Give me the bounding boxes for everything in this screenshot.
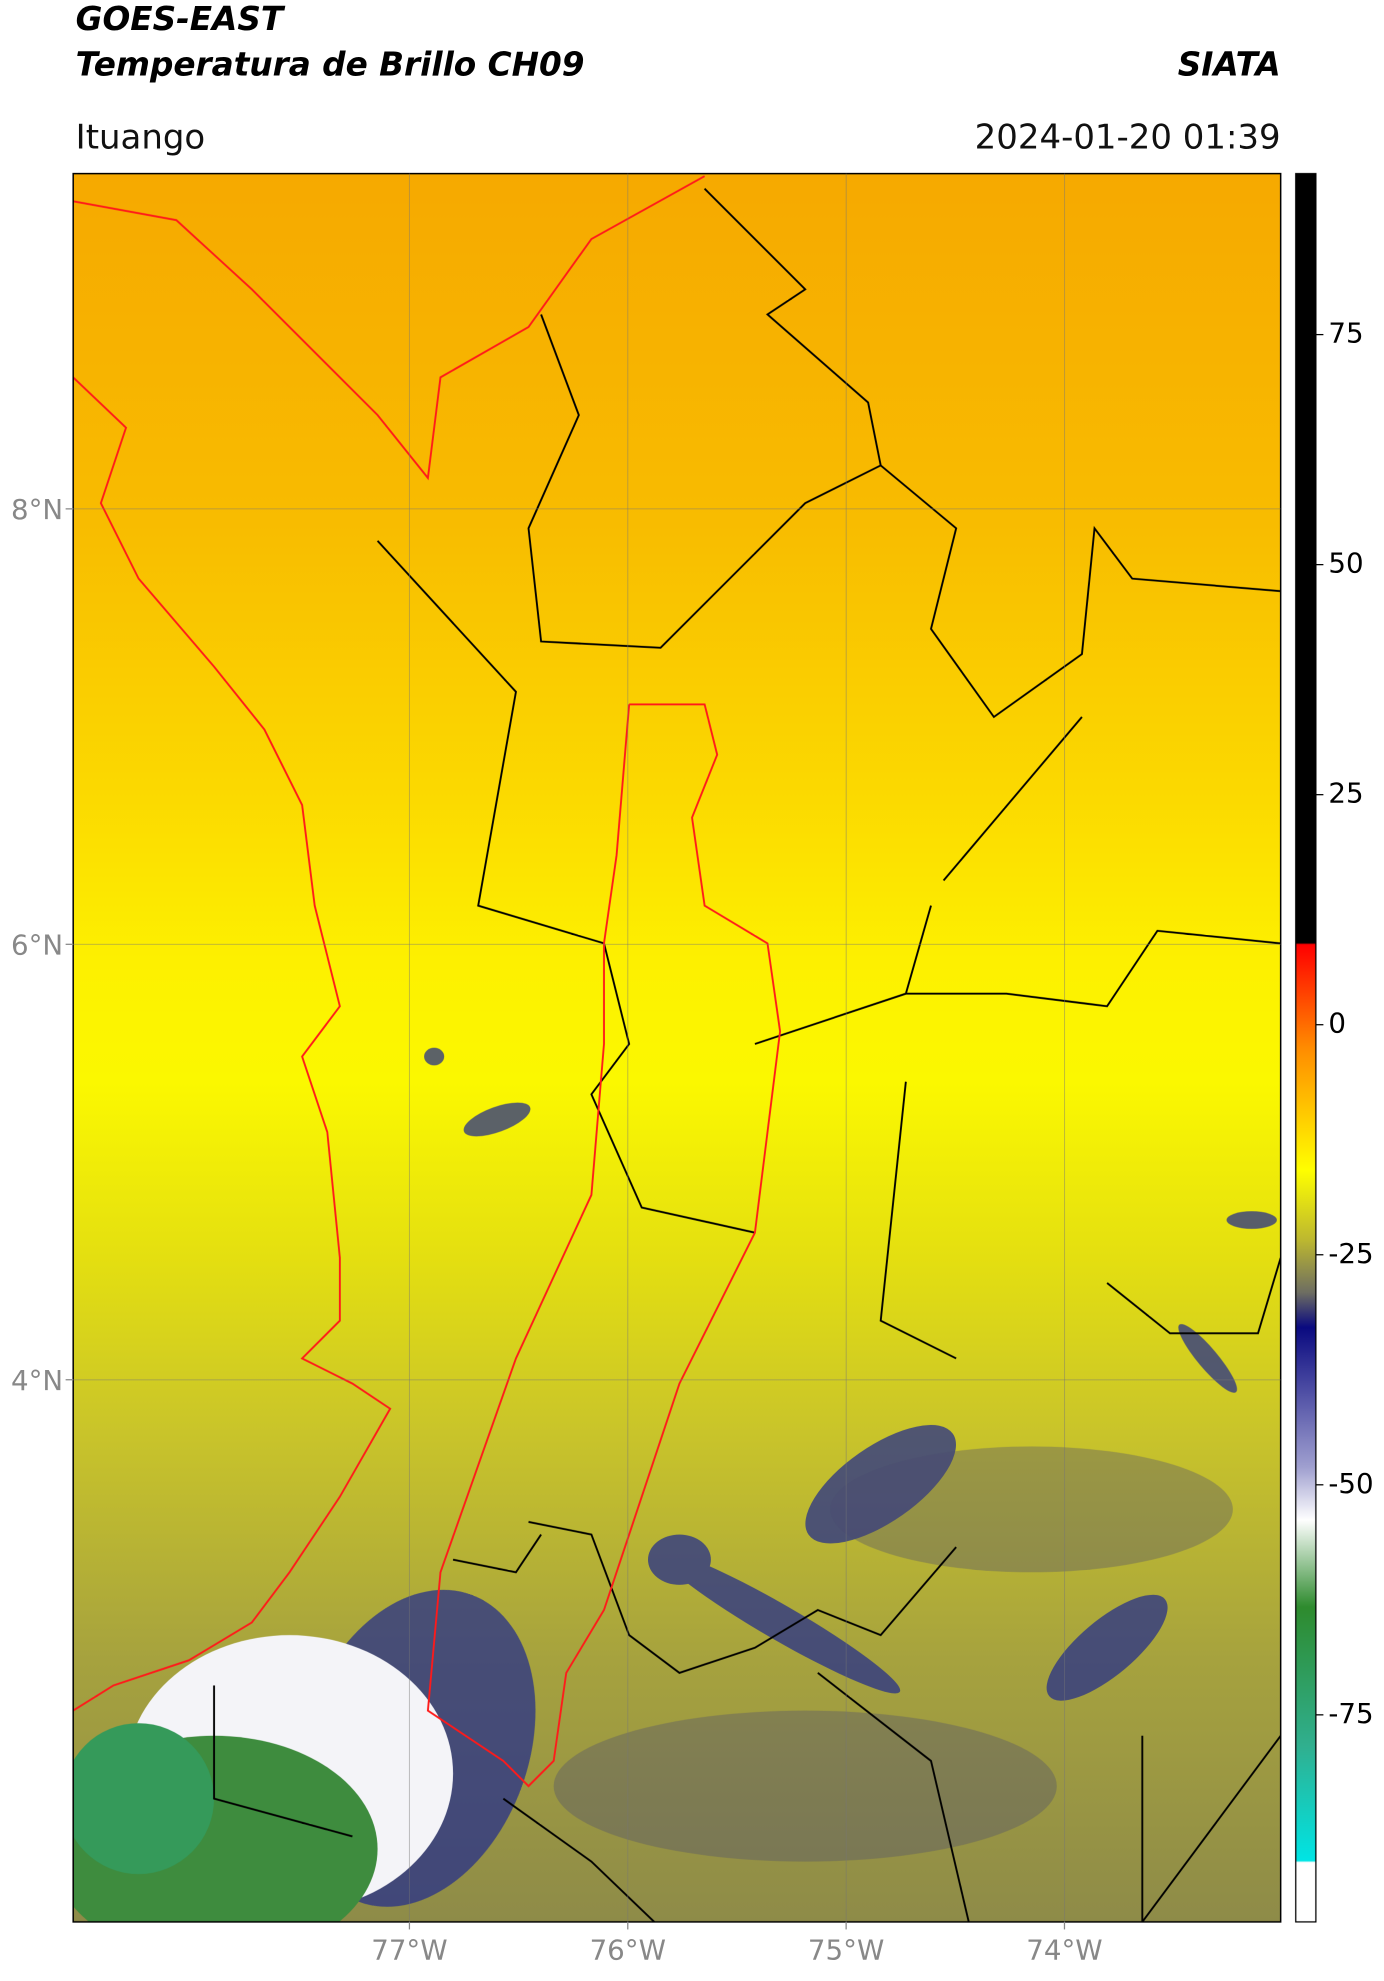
colorbar-tick-label: 50 xyxy=(1328,547,1363,580)
colorbar-tick-label: -50 xyxy=(1328,1467,1373,1500)
colorbar-tick-label: -25 xyxy=(1328,1237,1373,1270)
title: GOES-EAST xyxy=(76,0,286,38)
lon-tick-label: 75°W xyxy=(808,1934,884,1967)
subtitle: Temperatura de Brillo CH09 xyxy=(76,45,585,83)
colorbar-tick-label: 0 xyxy=(1328,1007,1346,1040)
colorbar-tick-label: -75 xyxy=(1328,1697,1373,1730)
lon-tick-label: 77°W xyxy=(371,1934,447,1967)
lat-tick-label: 4°N xyxy=(11,1364,63,1397)
agency: SIATA xyxy=(1178,45,1281,83)
lat-tick-label: 6°N xyxy=(11,928,63,961)
colorbar-tick-label: 75 xyxy=(1328,317,1363,350)
map-image xyxy=(73,173,1281,1922)
lon-tick-label: 76°W xyxy=(590,1934,666,1967)
timestamp: 2024-01-20 01:39 xyxy=(975,117,1281,157)
location: Ituango xyxy=(76,117,206,157)
map-frame xyxy=(72,172,1282,1923)
lon-tick-label: 74°W xyxy=(1026,1934,1102,1967)
colorbar xyxy=(1295,172,1317,1923)
lat-tick-label: 8°N xyxy=(11,493,63,526)
colorbar-tick-label: 25 xyxy=(1328,777,1363,810)
